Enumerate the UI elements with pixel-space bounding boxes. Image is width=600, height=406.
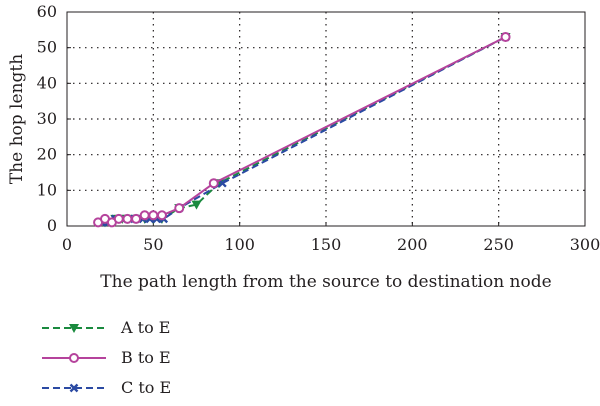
series-line <box>105 36 507 224</box>
series-layer <box>93 31 511 228</box>
axis-ticks: 0 50 100 150 200 250 300 0 10 20 30 40 50 60 <box>37 2 600 254</box>
data-point <box>500 31 511 42</box>
data-point <box>191 200 202 210</box>
legend-swatch-c <box>42 383 106 393</box>
data-point <box>208 178 219 189</box>
y-tick-label: 60 <box>37 2 57 21</box>
series-3 <box>97 32 510 227</box>
data-point <box>131 213 142 224</box>
data-point <box>148 210 159 221</box>
legend-marker <box>69 324 79 333</box>
x-tick-label: 50 <box>143 235 163 254</box>
y-axis-title: The hop length <box>7 54 27 184</box>
series-1 <box>99 32 511 228</box>
data-point <box>113 213 124 224</box>
legend-marker <box>69 353 79 363</box>
legend-label-b: B to E <box>121 348 171 367</box>
legend-item-c: C to E <box>40 376 240 406</box>
data-point <box>156 210 167 221</box>
y-tick-label: 20 <box>37 145 57 164</box>
legend-swatch-b <box>42 353 106 363</box>
legend-label-a: A to E <box>121 318 171 337</box>
x-tick-label: 100 <box>224 235 255 254</box>
x-axis-title: The path length from the source to desti… <box>100 272 551 292</box>
y-tick-label: 50 <box>37 38 57 57</box>
data-point <box>174 203 185 214</box>
series-line <box>97 36 507 224</box>
legend: A to E B to E C to E <box>40 316 240 406</box>
legend-label-c: C to E <box>121 378 172 397</box>
x-tick-label: 0 <box>62 235 72 254</box>
y-tick-label: 0 <box>47 216 57 235</box>
data-point <box>122 213 133 224</box>
y-tick-label: 40 <box>37 73 57 92</box>
x-tick-label: 250 <box>483 235 514 254</box>
legend-item-b: B to E <box>40 346 240 376</box>
legend-marker <box>69 383 79 393</box>
data-point <box>139 210 150 221</box>
grid-lines <box>67 12 585 226</box>
legend-item-a: A to E <box>40 316 240 346</box>
series-line <box>101 36 507 224</box>
x-tick-label: 150 <box>311 235 342 254</box>
y-tick-label: 10 <box>37 180 57 199</box>
series-2 <box>93 31 511 228</box>
x-tick-label: 200 <box>397 235 428 254</box>
x-tick-label: 300 <box>570 235 600 254</box>
legend-swatch-a <box>42 324 106 333</box>
y-tick-label: 30 <box>37 109 57 128</box>
